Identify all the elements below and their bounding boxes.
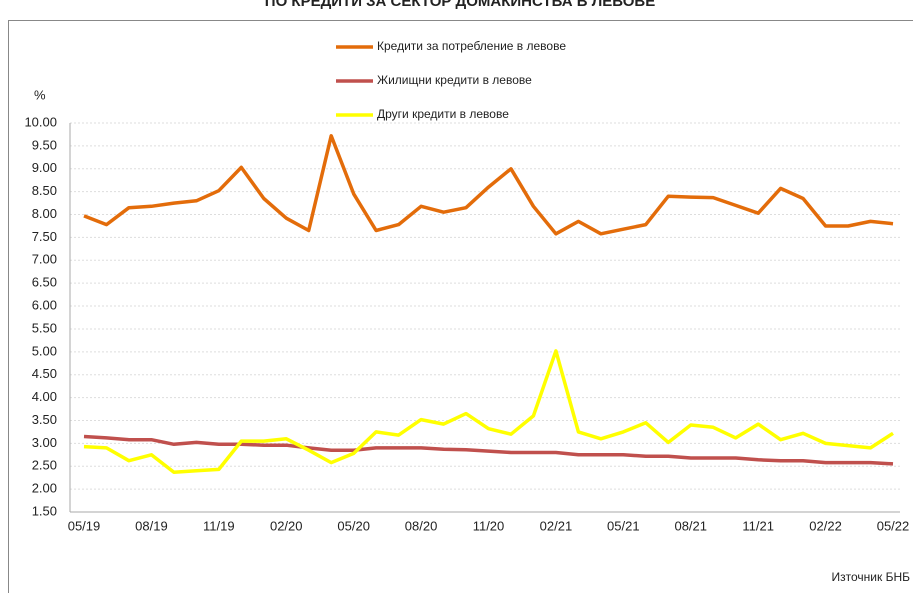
y-tick-label: 3.50 [32, 412, 57, 427]
y-tick-label: 3.00 [32, 435, 57, 450]
y-tick-label: 7.50 [32, 229, 57, 244]
y-tick-label: 8.50 [32, 183, 57, 198]
y-tick-label: 1.50 [32, 503, 57, 518]
series-line [83, 349, 894, 474]
x-tick-label: 08/20 [405, 518, 438, 533]
y-tick-label: 6.50 [32, 275, 57, 290]
y-tick-label: 4.50 [32, 366, 57, 381]
legend-label: Жилищни кредити в левове [377, 73, 532, 87]
x-tick-label: 05/22 [877, 518, 910, 533]
y-tick-label: 10.00 [24, 114, 57, 129]
x-tick-label: 11/20 [473, 518, 505, 533]
y-tick-label: 5.00 [32, 343, 57, 358]
x-tick-label: 11/19 [203, 518, 235, 533]
x-tick-label: 05/21 [607, 518, 640, 533]
x-tick-label: 05/19 [68, 518, 101, 533]
series-line [83, 434, 894, 466]
x-tick-label: 02/22 [809, 518, 842, 533]
x-tick-label: 11/21 [742, 518, 774, 533]
x-tick-label: 08/21 [674, 518, 707, 533]
series-line [83, 134, 894, 236]
y-tick-label: 4.00 [32, 389, 57, 404]
x-tick-label: 02/20 [270, 518, 303, 533]
y-tick-label: 8.00 [32, 206, 57, 221]
x-tick-label: 02/21 [540, 518, 573, 533]
y-tick-label: 5.50 [32, 320, 57, 335]
y-tick-label: 6.00 [32, 297, 57, 312]
y-tick-label: 2.50 [32, 458, 57, 473]
legend-label: Други кредити в левове [377, 107, 509, 121]
source-note: Източник БНБ [832, 570, 911, 584]
y-tick-label: 9.00 [32, 160, 57, 175]
frame [8, 20, 913, 593]
x-tick-label: 05/20 [337, 518, 370, 533]
x-tick-label: 08/19 [135, 518, 168, 533]
chart-title: ПО КРЕДИТИ ЗА СЕКТОР ДОМАКИНСТВА В ЛЕВОВ… [265, 0, 655, 10]
legend-label: Кредити за потребление в левове [377, 39, 566, 53]
y-tick-label: 7.00 [32, 252, 57, 267]
y-tick-label: 9.50 [32, 137, 57, 152]
y-tick-label: 2.00 [32, 481, 57, 496]
y-axis-label: % [34, 87, 46, 102]
